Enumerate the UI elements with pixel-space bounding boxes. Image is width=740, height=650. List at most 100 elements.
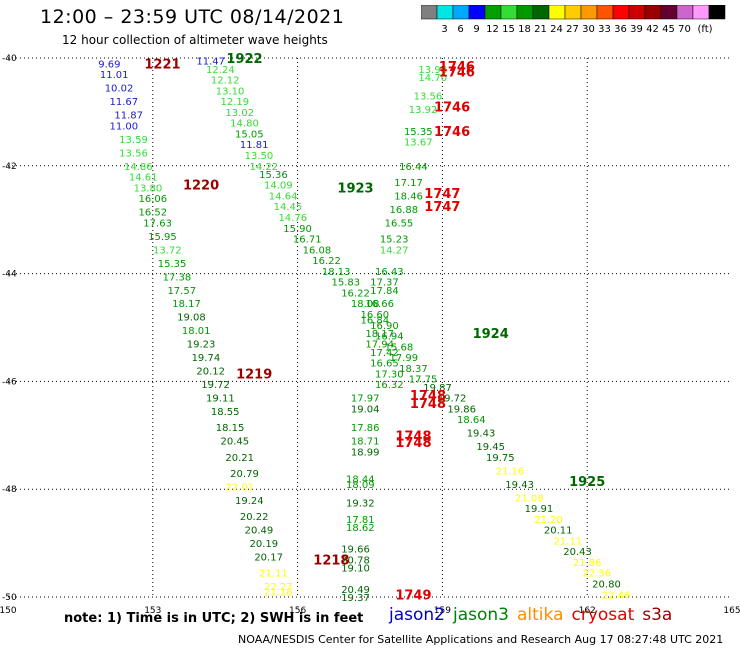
pass-time-label: 1218 xyxy=(313,553,349,568)
x-tick-label: 165 xyxy=(723,606,740,616)
x-tick-label: 156 xyxy=(289,606,306,616)
swh-value-label: 16.22 xyxy=(341,288,370,299)
swh-value-label: 21.86 xyxy=(573,558,602,569)
swh-value-label: 13.02 xyxy=(225,108,254,119)
swh-value-label: 13.72 xyxy=(153,245,182,256)
swh-value-label: 13.10 xyxy=(216,86,245,97)
swh-value-label: 14.09 xyxy=(264,181,293,192)
swh-value-label: 21.11 xyxy=(259,569,288,580)
colorbar-label: 33 xyxy=(598,24,611,35)
swh-value-label: 15.90 xyxy=(283,224,312,235)
colorbar-label: 70 xyxy=(678,24,691,35)
swh-value-label: 15.35 xyxy=(158,259,187,270)
satellite-legend-altika: altika xyxy=(517,605,564,625)
swh-value-label: 16.88 xyxy=(389,205,418,216)
colorbar-label: 18 xyxy=(518,24,531,35)
swh-value-label: 19.10 xyxy=(341,563,370,574)
swh-value-label: 14.61 xyxy=(129,173,158,184)
swh-value-label: 15.35 xyxy=(404,127,433,138)
swh-value-label: 17.97 xyxy=(351,394,380,405)
swh-value-label: 16.06 xyxy=(138,194,167,205)
swh-value-label: 13.50 xyxy=(245,151,274,162)
pass-time-label: 1746 xyxy=(439,60,475,75)
swh-value-label: 18.13 xyxy=(322,267,351,278)
swh-value-label: 21.08 xyxy=(515,493,544,504)
swh-value-label: 18.09 xyxy=(346,480,375,491)
swh-value-label: 19.04 xyxy=(351,404,380,415)
swh-value-label: 15.68 xyxy=(385,342,414,353)
swh-value-label: 12.12 xyxy=(211,76,240,87)
swh-value-label: 20.79 xyxy=(230,469,259,480)
chart-subtitle: 12 hour collection of altimeter wave hei… xyxy=(62,33,328,47)
swh-value-label: 16.84 xyxy=(361,315,390,326)
swh-colorbar: 3 6 9 12 15 18 21 24 27 30 33 36 39 42 45 70 (ft) xyxy=(421,5,726,35)
colorbar-swatch xyxy=(708,5,726,20)
x-tick-label: 159 xyxy=(434,606,451,616)
swh-value-label: 13.98 xyxy=(418,65,447,76)
swh-value-label: 15.83 xyxy=(332,278,361,289)
swh-value-label: 14.64 xyxy=(269,191,298,202)
swh-value-label: 16.32 xyxy=(375,380,404,391)
swh-value-label: 21.20 xyxy=(534,515,563,526)
swh-value-label: 14.22 xyxy=(249,162,278,173)
swh-value-label: 20.11 xyxy=(544,526,573,537)
satellite-legend-jason3: jason3 xyxy=(453,605,509,625)
swh-value-label: 17.86 xyxy=(351,423,380,434)
swh-value-label: 19.87 xyxy=(423,383,452,394)
swh-value-label: 18.37 xyxy=(399,364,428,375)
swh-value-label: 20.80 xyxy=(592,580,621,591)
swh-value-label: 17.57 xyxy=(167,286,196,297)
swh-value-label: 12.19 xyxy=(221,97,250,108)
swh-value-label: 20.45 xyxy=(221,437,250,448)
pass-time-label: 1221 xyxy=(144,57,180,72)
swh-value-label: 18.71 xyxy=(351,437,380,448)
swh-value-label: 18.17 xyxy=(365,329,394,340)
swh-value-label: 16.08 xyxy=(303,245,332,256)
swh-value-label: 19.91 xyxy=(525,504,554,515)
satellite-legend-cryosat: cryosat xyxy=(571,605,635,625)
swh-value-label: 11.81 xyxy=(240,140,269,151)
colorbar-label: 39 xyxy=(630,24,643,35)
swh-value-label: 13.92 xyxy=(409,105,438,116)
swh-value-label: 15.05 xyxy=(235,129,264,140)
chart-title: 12:00 – 23:59 UTC 08/14/2021 xyxy=(40,6,345,28)
colorbar-label: 27 xyxy=(566,24,579,35)
swh-value-label: 18.08 xyxy=(351,299,380,310)
satellite-legend-jason2: jason2 xyxy=(389,605,445,625)
pass-time-label: 1748 xyxy=(395,436,431,451)
swh-value-label: 16.71 xyxy=(293,235,322,246)
pass-time-label: 1748 xyxy=(410,389,446,404)
swh-value-label: 18.62 xyxy=(346,523,375,534)
swh-value-label: 15.36 xyxy=(259,170,288,181)
swh-value-label: 22.01 xyxy=(225,483,254,494)
swh-value-label: 11.47 xyxy=(196,57,225,68)
colorbar-label: 12 xyxy=(486,24,499,35)
swh-value-label: 20.22 xyxy=(240,512,269,523)
swh-value-label: 21.16 xyxy=(496,466,525,477)
pass-time-label: 1746 xyxy=(439,65,475,80)
swh-value-label: 18.46 xyxy=(394,191,423,202)
credit-line: NOAA/NESDIS Center for Satellite Applica… xyxy=(238,633,724,646)
swh-value-label: 18.55 xyxy=(211,407,240,418)
swh-value-label: 16.44 xyxy=(399,162,428,173)
swh-value-label: 19.08 xyxy=(177,313,206,324)
satellite-legend: jason2 jason3 altika cryosat s3a xyxy=(389,605,680,625)
swh-value-label: 15.95 xyxy=(148,232,177,243)
pass-time-label: 1746 xyxy=(434,125,470,140)
swh-value-label: 21.11 xyxy=(554,536,583,547)
colorbar-label: 21 xyxy=(534,24,547,35)
swh-value-label: 18.01 xyxy=(182,326,211,337)
swh-value-label: 12.24 xyxy=(206,65,235,76)
swh-value-label: 16.65 xyxy=(370,359,399,370)
pass-time-label: 1747 xyxy=(424,200,460,215)
pass-time-label: 1220 xyxy=(183,179,219,194)
colorbar-label: 9 xyxy=(473,24,479,35)
swh-value-label: 17.17 xyxy=(394,178,423,189)
swh-value-label: 19.23 xyxy=(187,340,216,351)
swh-value-label: 19.11 xyxy=(206,394,235,405)
swh-value-label: 16.60 xyxy=(361,310,390,321)
swh-value-label: 13.80 xyxy=(134,183,163,194)
swh-value-label: 19.72 xyxy=(201,380,230,391)
x-tick-label: 162 xyxy=(579,606,596,616)
swh-value-label: 11.00 xyxy=(110,121,139,132)
